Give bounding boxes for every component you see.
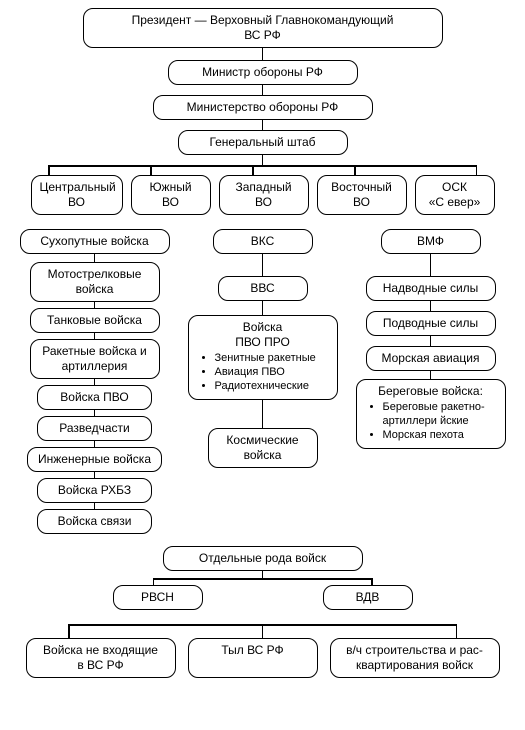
pvo-item-2: Радиотехнические xyxy=(215,380,329,394)
rvsn: РВСН xyxy=(113,585,203,610)
ground-child-3: Войска ПВО xyxy=(37,385,152,410)
ground-child-6: Войска РХБЗ xyxy=(37,478,152,503)
pvo-item-1: Авиация ПВО xyxy=(215,366,329,380)
pvo-pro: ВойскаПВО ПРО Зенитные ракетные Авиация … xyxy=(188,315,338,400)
ground-child-5: Инженерные войска xyxy=(27,447,162,472)
ground-child-2: Ракетные войска иартиллерия xyxy=(30,339,160,379)
separate-branches: Отдельные рода войск xyxy=(163,546,363,571)
rear-vs: Тыл ВС РФ xyxy=(188,638,318,678)
space-forces: Космическиевойска xyxy=(208,428,318,468)
ministry-node: Министерство обороны РФ xyxy=(153,95,373,120)
vmf-child-1: Подводные силы xyxy=(366,311,496,336)
ground-child-4: Разведчасти xyxy=(37,416,152,441)
pvo-item-0: Зенитные ракетные xyxy=(215,352,329,366)
construction: в/ч строительства и рас-квартирования во… xyxy=(330,638,500,678)
district-south: ЮжныйВО xyxy=(131,175,211,215)
coast-item-1: Морская пехота xyxy=(383,429,497,443)
vks: ВКС xyxy=(213,229,313,254)
not-in-vs: Войска не входящиев ВС РФ xyxy=(26,638,176,678)
district-osk-sever: ОСК«С евер» xyxy=(415,175,495,215)
district-central: ЦентральныйВО xyxy=(31,175,123,215)
ground-child-7: Войска связи xyxy=(37,509,152,534)
vmf: ВМФ xyxy=(381,229,481,254)
genstaff-node: Генеральный штаб xyxy=(178,130,348,155)
coast-item-0: Береговые ракетно-артиллери йские xyxy=(383,401,497,429)
ground-forces: Сухопутные войска xyxy=(20,229,170,254)
vmf-child-2: Морская авиация xyxy=(366,346,496,371)
district-east: ВосточныйВО xyxy=(317,175,407,215)
vvs: ВВС xyxy=(218,276,308,301)
minister-node: Министр обороны РФ xyxy=(168,60,358,85)
district-west: ЗападныйВО xyxy=(219,175,309,215)
coast-title: Береговые войска: xyxy=(365,384,497,399)
vdv: ВДВ xyxy=(323,585,413,610)
ground-child-0: Мотострелковыевойска xyxy=(30,262,160,302)
president-node: Президент — Верховный ГлавнокомандующийВ… xyxy=(83,8,443,48)
ground-child-1: Танковые войска xyxy=(30,308,160,333)
pvo-title: ВойскаПВО ПРО xyxy=(197,320,329,350)
vmf-child-0: Надводные силы xyxy=(366,276,496,301)
coast-forces: Береговые войска: Береговые ракетно-арти… xyxy=(356,379,506,449)
